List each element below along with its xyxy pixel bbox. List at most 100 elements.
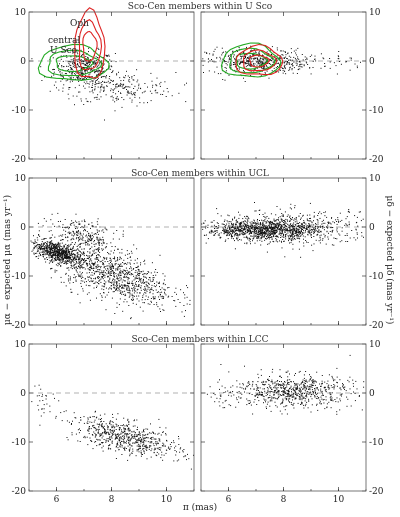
data-point: [67, 240, 69, 242]
data-point: [81, 275, 83, 277]
data-point: [78, 58, 80, 60]
data-point: [90, 101, 92, 103]
data-point: [80, 242, 82, 244]
data-point: [105, 287, 107, 289]
data-point: [285, 234, 286, 236]
data-point: [54, 248, 56, 250]
data-point: [126, 91, 128, 93]
data-point: [239, 228, 241, 230]
data-point: [111, 269, 113, 271]
data-point: [273, 235, 275, 237]
data-point: [98, 271, 100, 273]
data-point: [34, 242, 36, 244]
data-point: [269, 63, 271, 65]
data-point: [255, 235, 257, 237]
data-point: [303, 221, 305, 223]
data-point: [135, 442, 137, 444]
data-point: [71, 68, 73, 70]
data-point: [95, 226, 97, 228]
data-point: [250, 227, 252, 229]
data-point: [295, 224, 297, 226]
data-point: [117, 290, 119, 292]
data-point: [70, 224, 72, 226]
data-point: [243, 58, 245, 59]
data-point: [262, 66, 264, 68]
data-point: [278, 229, 280, 230]
data-point: [136, 262, 138, 264]
data-point: [158, 432, 160, 434]
data-point: [299, 227, 301, 228]
data-point: [258, 52, 260, 54]
data-point: [66, 261, 68, 262]
data-point: [331, 217, 333, 219]
data-point: [79, 441, 81, 442]
data-point: [332, 227, 334, 228]
data-point: [167, 296, 169, 298]
data-point: [48, 247, 50, 249]
data-point: [41, 243, 43, 245]
data-point: [120, 85, 121, 87]
data-point: [258, 228, 260, 230]
data-point: [88, 269, 90, 271]
data-point: [66, 56, 68, 58]
data-point: [254, 202, 255, 203]
data-point: [46, 248, 47, 250]
data-point: [147, 303, 149, 305]
data-point: [281, 232, 283, 234]
data-point: [271, 64, 273, 65]
data-point: [112, 70, 114, 72]
data-point: [252, 54, 254, 55]
data-point: [99, 256, 101, 258]
data-point: [100, 281, 102, 283]
data-point: [122, 233, 124, 235]
data-point: [185, 310, 186, 312]
data-point: [229, 234, 231, 236]
data-point: [148, 287, 150, 289]
data-point: [318, 229, 320, 231]
data-point: [321, 225, 323, 227]
data-point: [56, 247, 58, 248]
data-point: [227, 232, 228, 234]
data-point: [256, 226, 258, 228]
data-point: [92, 234, 93, 236]
data-point: [313, 220, 314, 222]
data-point: [152, 277, 154, 279]
data-point: [73, 262, 75, 264]
data-point: [68, 87, 70, 88]
data-point: [115, 418, 117, 420]
data-point: [84, 268, 86, 270]
data-point: [66, 267, 68, 269]
data-point: [57, 65, 59, 67]
data-point: [105, 246, 107, 248]
data-point: [43, 248, 44, 250]
data-point: [62, 239, 63, 241]
data-point: [39, 245, 41, 247]
data-point: [98, 269, 100, 271]
data-point: [322, 239, 324, 241]
data-point: [303, 227, 305, 229]
data-point: [116, 424, 118, 426]
data-point: [309, 230, 311, 232]
data-point: [112, 278, 114, 280]
data-point: [177, 299, 179, 300]
data-point: [234, 227, 236, 229]
data-point: [252, 226, 253, 228]
data-point: [279, 223, 281, 225]
data-point: [81, 55, 83, 57]
data-point: [327, 224, 329, 226]
data-point: [104, 276, 106, 278]
data-point: [151, 80, 153, 82]
data-point: [345, 61, 347, 62]
data-point: [240, 230, 242, 232]
data-point: [105, 268, 107, 270]
data-point: [236, 69, 238, 71]
data-point: [339, 241, 341, 243]
data-point: [231, 237, 233, 239]
data-point: [308, 225, 310, 227]
data-point: [322, 225, 324, 227]
data-point: [91, 238, 93, 240]
data-point: [318, 232, 320, 233]
data-point: [73, 264, 75, 266]
data-point: [120, 82, 122, 84]
data-point: [78, 262, 80, 264]
